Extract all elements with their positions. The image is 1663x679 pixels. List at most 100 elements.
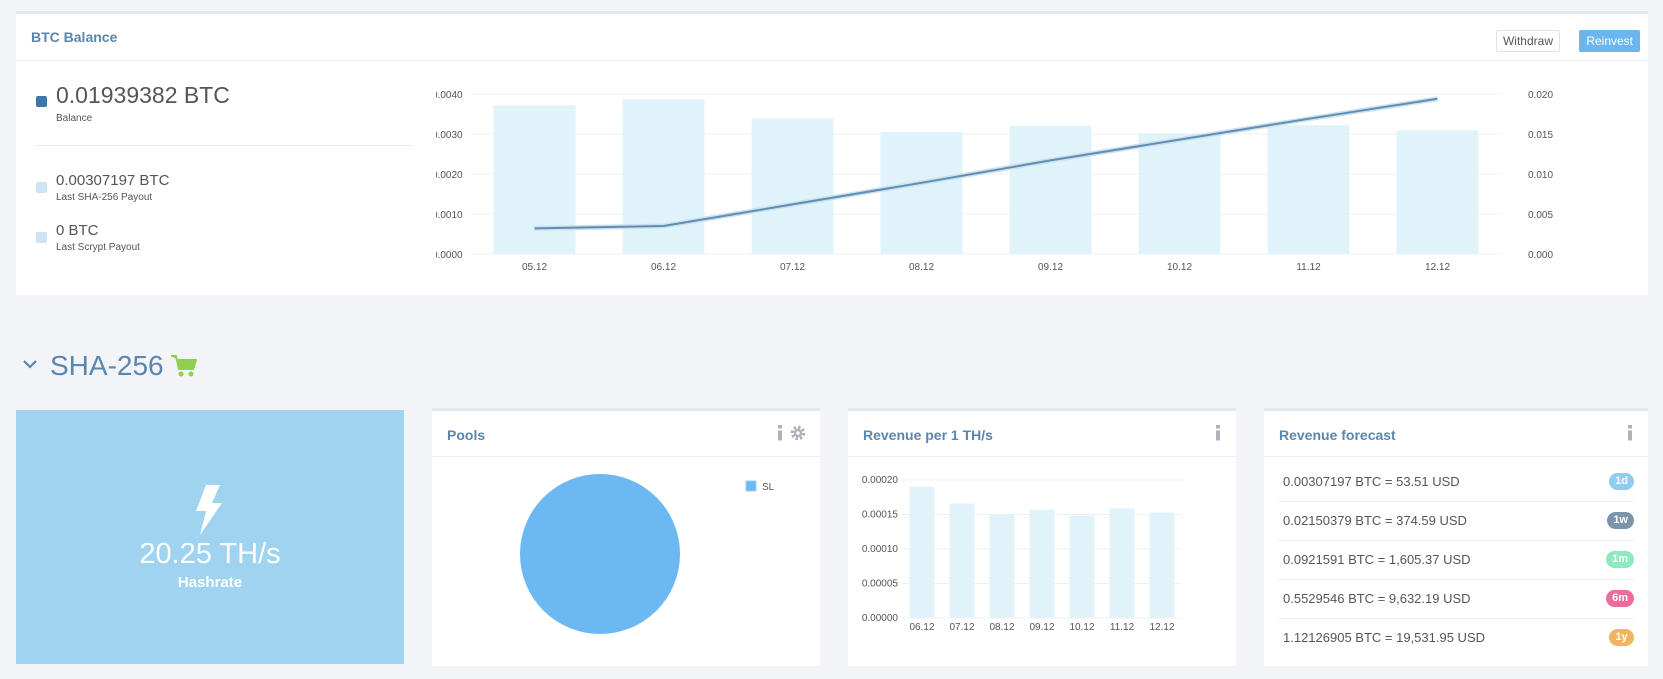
bar [1029,509,1055,618]
legend-square [36,182,47,193]
legend-square [36,232,47,243]
withdraw-button[interactable]: Withdraw [1495,30,1560,52]
forecast-value: 0.00307197 BTC = 53.51 USD [1283,474,1460,489]
x-tick-label: 10.12 [1167,262,1192,273]
period-badge: 1y [1609,629,1634,646]
revenue-panel: Revenue per 1 TH/s 0.00000 0.00005 0.00010… [848,408,1236,666]
forecast-value: 0.02150379 BTC = 374.59 USD [1283,513,1467,528]
forecast-row: 0.0921591 BTC = 1,605.37 USD 1m [1278,541,1634,580]
panel-title: Revenue per 1 TH/s [863,427,993,443]
x-tick-label: 07.12 [949,622,974,633]
y-tick-label: 0.00010 [862,544,899,555]
y2-tick-label: 0.005 [1528,210,1553,221]
y-tick-label: 0.0030 [436,130,463,141]
sha-payout-label: Last SHA-256 Payout [56,192,153,203]
legend-label: SL [762,482,775,493]
bar [1267,125,1350,254]
series-line [534,97,1438,230]
hashrate-value: 20.25 TH/s [139,538,281,570]
balance-chart: 0.0000 0.0010 0.0020 0.0030 0.0040 0.000 0.005… [436,90,1553,273]
x-tick-label: 11.12 [1110,622,1135,633]
panel-title: Pools [447,427,486,443]
y2-tick-label: 0.020 [1528,90,1553,101]
forecast-panel: Revenue forecast 0.00307197 BTC = 53.51 … [1264,408,1648,666]
y-tick-label: 0.0010 [436,210,463,221]
panel-title: Revenue forecast [1279,427,1396,443]
balance-value: 0.01939382 BTC [56,82,230,108]
pie-slice [520,474,680,634]
period-badge: 1w [1607,512,1634,529]
x-tick-label: 08.12 [989,622,1014,633]
bar [1149,512,1175,618]
hashrate-tile: 20.25 TH/s Hashrate [16,410,404,664]
panel-header: Pools [432,411,820,457]
bar [949,503,975,618]
info-icon[interactable] [1626,425,1634,441]
forecast-value: 0.0921591 BTC = 1,605.37 USD [1283,552,1471,567]
forecast-row: 0.5529546 BTC = 9,632.19 USD 6m [1278,580,1634,619]
cart-icon[interactable] [170,354,198,378]
y-tick-label: 0.00020 [862,475,899,486]
x-tick-label: 12.12 [1425,262,1450,273]
y-tick-label: 0.0040 [436,90,463,101]
panel-header: Revenue per 1 TH/s [848,411,1236,457]
scrypt-payout-label: Last Scrypt Payout [56,242,140,253]
x-tick-label: 12.12 [1149,622,1174,633]
x-tick-label: 08.12 [909,262,934,273]
legend-swatch [745,480,757,492]
bar [493,105,576,254]
x-tick-label: 10.12 [1069,622,1094,633]
bar [751,118,834,255]
bolt-icon [196,485,222,535]
y-tick-label: 0.0020 [436,170,463,181]
panel-title: BTC Balance [31,29,118,45]
forecast-value: 1.12126905 BTC = 19,531.95 USD [1283,630,1486,645]
bar [1009,126,1092,254]
x-tick-label: 09.12 [1038,262,1063,273]
x-tick-label: 05.12 [522,262,547,273]
x-tick-label: 06.12 [651,262,676,273]
gear-icon[interactable] [790,425,806,441]
sha-payout-value: 0.00307197 BTC [56,172,170,189]
period-badge: 1m [1606,551,1634,568]
bar [1069,515,1095,618]
hashrate-label: Hashrate [177,574,243,591]
y-tick-label: 0.00015 [862,510,899,521]
info-icon[interactable] [1214,425,1222,441]
btc-balance-panel: BTC Balance Withdraw Reinvest 0.01939382… [16,11,1648,295]
bar [1109,508,1135,618]
y-tick-label: 0.00000 [862,613,899,624]
forecast-value: 0.5529546 BTC = 9,632.19 USD [1283,591,1471,606]
panel-header: Revenue forecast [1264,411,1648,457]
legend-square [36,96,47,107]
x-tick-label: 09.12 [1029,622,1054,633]
bar [622,99,705,254]
period-badge: 6m [1606,590,1634,607]
info-icon[interactable] [776,425,784,441]
forecast-row: 0.00307197 BTC = 53.51 USD 1d [1278,463,1634,502]
bar [1396,130,1479,254]
pools-chart: SL [520,474,775,634]
x-tick-label: 07.12 [780,262,805,273]
section-title: SHA-256 [50,350,164,381]
x-tick-label: 06.12 [909,622,934,633]
panel-header: BTC Balance Withdraw Reinvest [16,14,1648,61]
reinvest-button[interactable]: Reinvest [1579,30,1640,52]
forecast-row: 1.12126905 BTC = 19,531.95 USD 1y [1278,619,1634,658]
bar [880,132,963,254]
y-tick-label: 0.0000 [436,250,463,261]
y-tick-label: 0.00005 [862,579,899,590]
bar [909,486,935,618]
y2-tick-label: 0.015 [1528,130,1553,141]
scrypt-payout-value: 0 BTC [56,222,99,239]
y2-tick-label: 0.010 [1528,170,1553,181]
bar [989,514,1015,618]
bar [1138,133,1221,254]
period-badge: 1d [1609,473,1634,490]
chevron-down-icon[interactable] [22,358,38,370]
x-tick-label: 11.12 [1296,262,1321,273]
pools-panel: Pools SL [432,408,820,666]
forecast-row: 0.02150379 BTC = 374.59 USD 1w [1278,502,1634,541]
revenue-chart: 0.00000 0.00005 0.00010 0.00015 0.00020 06.12… [862,475,1182,633]
y2-tick-label: 0.000 [1528,250,1553,261]
